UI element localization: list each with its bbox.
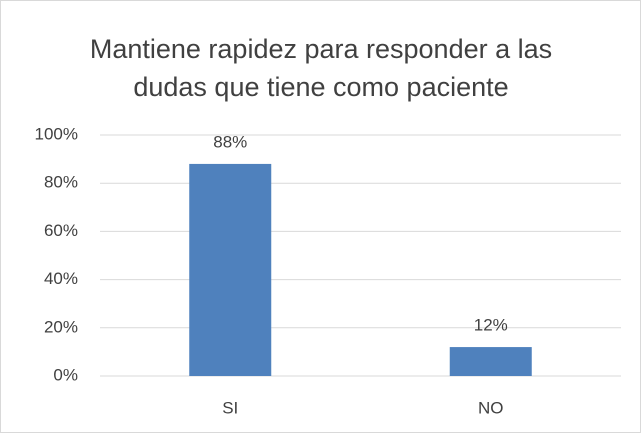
y-tick-label: 20% [44,317,78,336]
y-tick-label: 60% [44,221,78,240]
x-tick-label: NO [478,398,504,417]
y-tick-label: 100% [35,124,78,143]
x-tick-label: SI [222,398,238,417]
y-tick-label: 0% [53,365,78,384]
y-tick-label: 80% [44,173,78,192]
bar [189,163,272,376]
data-label: 88% [213,132,247,151]
chart-title: Mantiene rapidez para responder a las du… [89,34,553,102]
data-label: 12% [474,316,508,335]
y-tick-label: 40% [44,269,78,288]
bar [449,347,532,376]
